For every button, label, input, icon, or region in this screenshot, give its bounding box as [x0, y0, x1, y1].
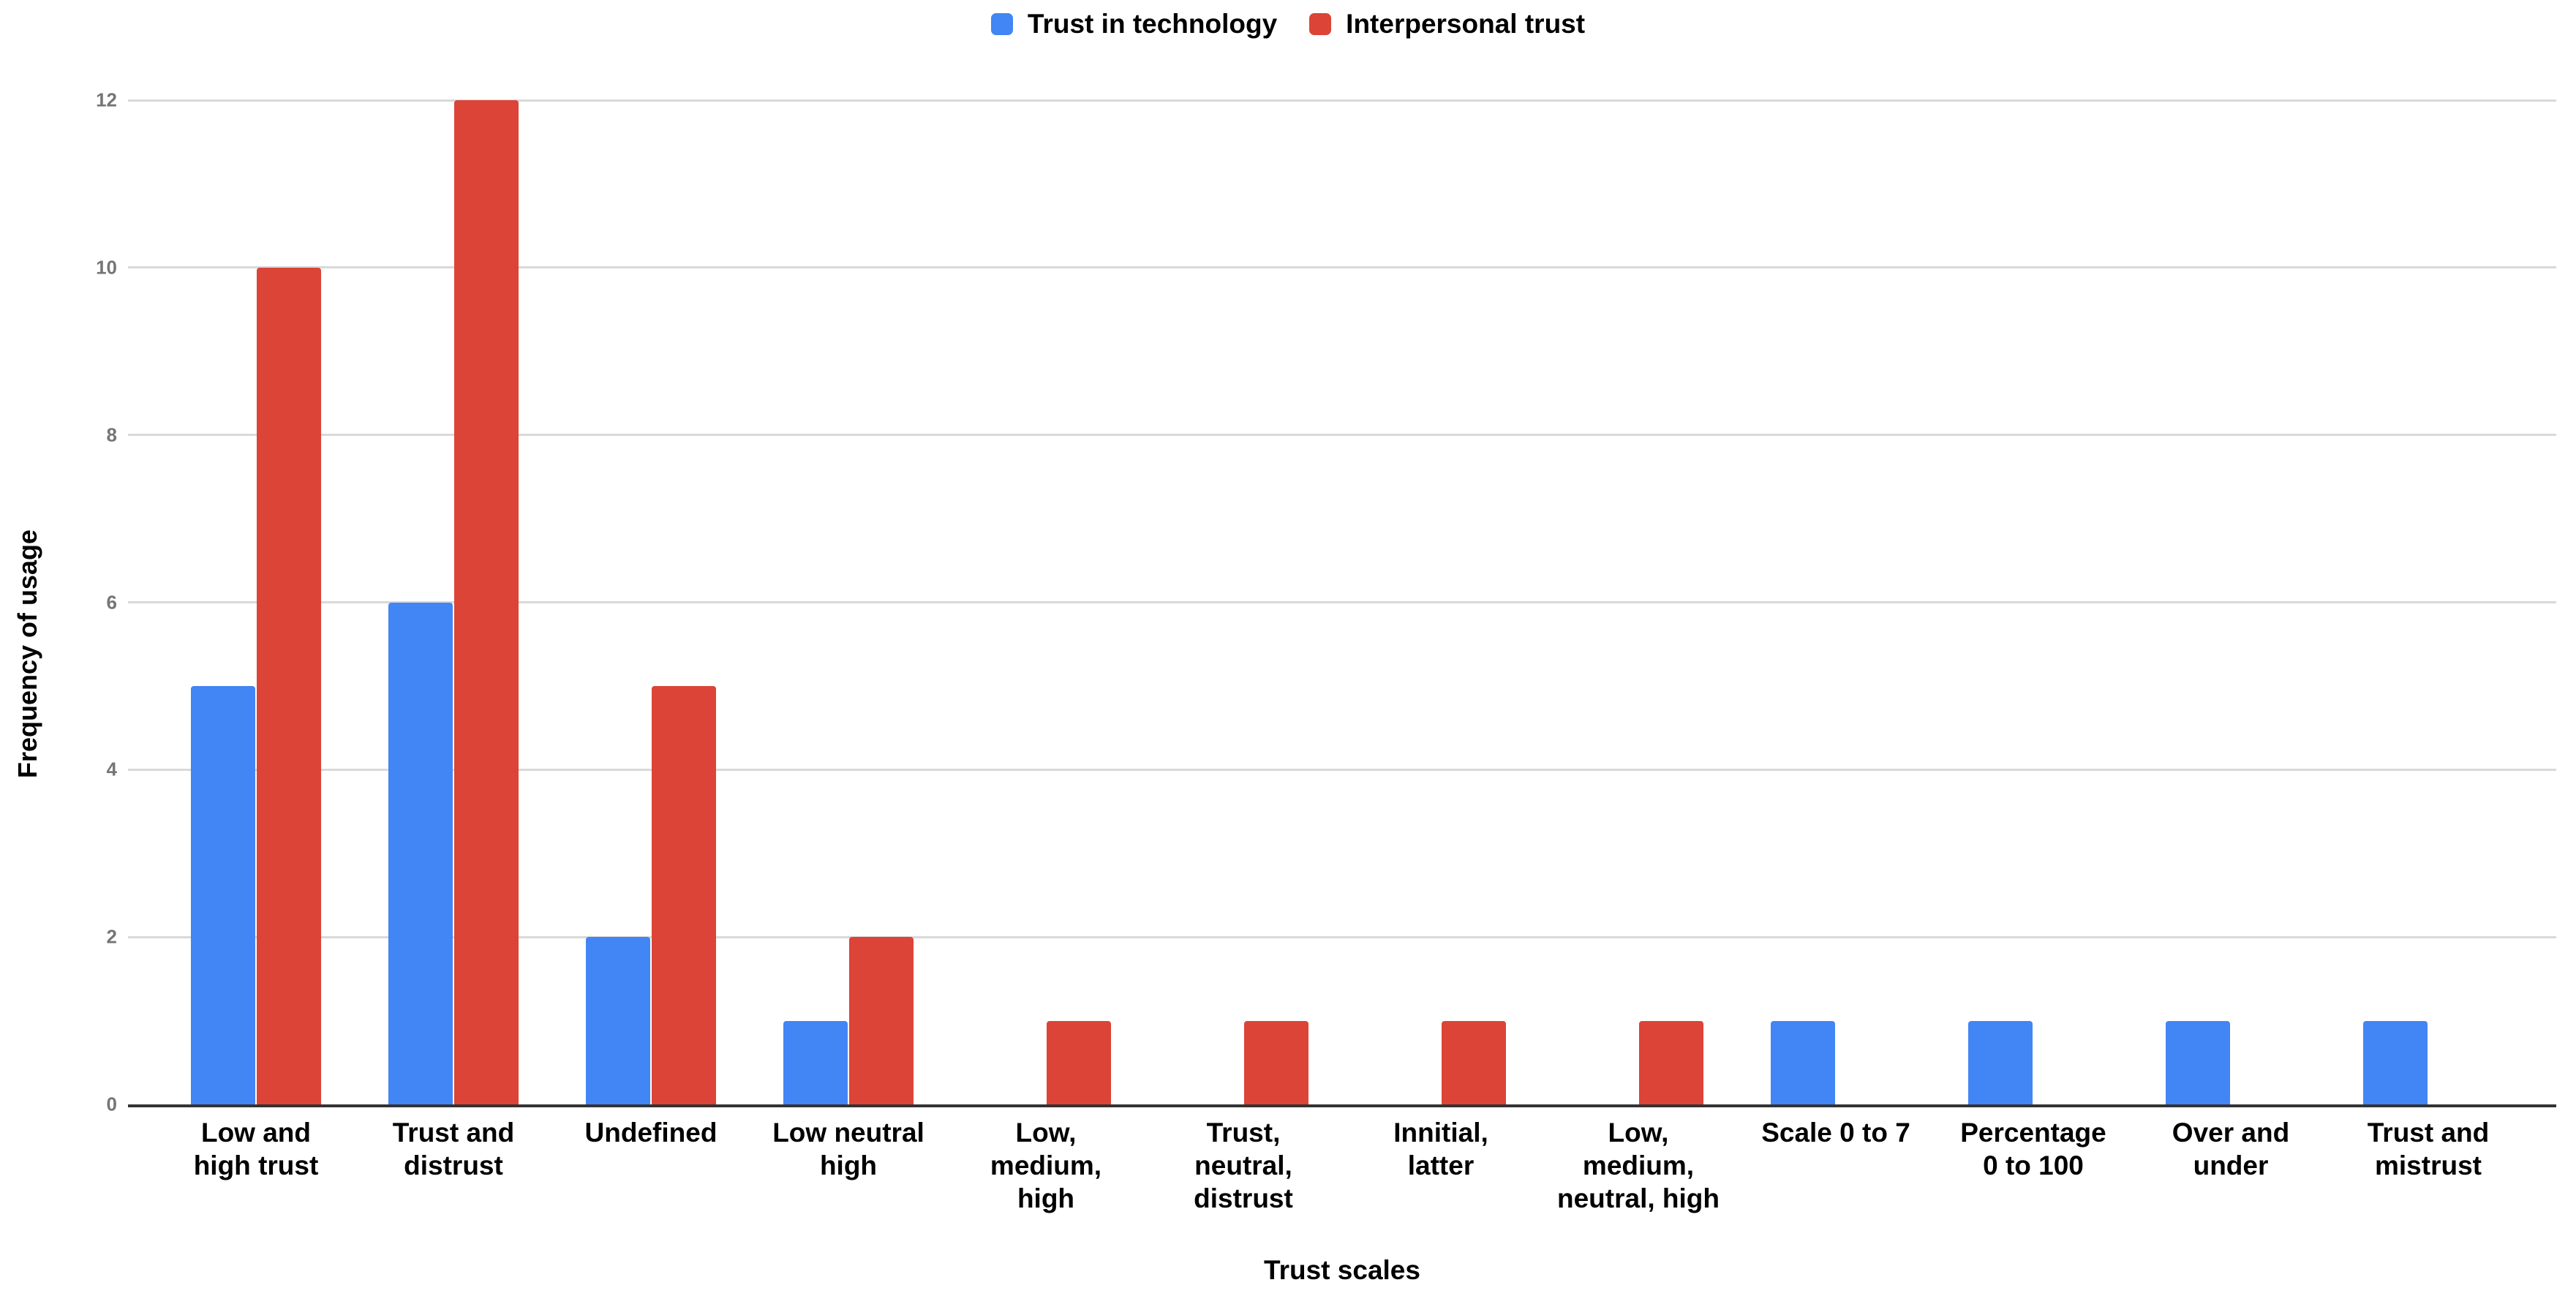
x-category-label: Scale 0 to 7: [1761, 1118, 1910, 1148]
legend-item-trust-in-technology[interactable]: Trust in technology: [990, 9, 1278, 39]
bar[interactable]: [849, 937, 914, 1104]
category-band: [1935, 100, 2132, 1104]
category-band: [1145, 100, 1342, 1104]
gridline: [128, 768, 2556, 771]
legend-swatch-icon: [1309, 13, 1332, 35]
category-band: [947, 100, 1145, 1104]
x-category-label: Innitial, latter: [1393, 1118, 1488, 1180]
y-tick-label: 10: [96, 256, 117, 279]
x-category-label: Low neutral high: [772, 1118, 924, 1180]
gridline: [128, 434, 2556, 437]
bar[interactable]: [652, 685, 716, 1104]
x-category-label: Trust and mistrust: [2367, 1118, 2490, 1180]
bar[interactable]: [1639, 1020, 1703, 1104]
bar[interactable]: [783, 1020, 848, 1104]
plot-area: 0 2 4 6 8 10 12: [96, 89, 2556, 1115]
x-category-label: Low and high trust: [193, 1118, 319, 1180]
bar[interactable]: [1771, 1020, 1835, 1104]
category-band: [157, 100, 355, 1104]
bar[interactable]: [1442, 1020, 1506, 1104]
x-category-label: Low, medium, high: [990, 1118, 1102, 1213]
x-category-label: Trust, neutral, distrust: [1194, 1118, 1293, 1213]
y-tick-label: 4: [106, 758, 117, 780]
x-category-label: Over and under: [2172, 1118, 2290, 1180]
category-band: [1342, 100, 1540, 1104]
bar[interactable]: [1968, 1020, 2033, 1104]
bar[interactable]: [1244, 1020, 1308, 1104]
x-category-label: Undefined: [584, 1118, 718, 1148]
y-tick-label: 0: [106, 1093, 117, 1115]
category-band: [355, 100, 552, 1104]
category-band: [1737, 100, 1935, 1104]
category-band: [1540, 100, 1737, 1104]
category-band: [2132, 100, 2330, 1104]
category-band: [2330, 100, 2527, 1104]
chart-legend: Trust in technology Interpersonal trust: [0, 9, 2576, 39]
x-axis-labels: Low and high trust Trust and distrust Unde…: [157, 1116, 2527, 1215]
bar[interactable]: [454, 100, 519, 1104]
y-tick-label: 8: [106, 423, 117, 446]
legend-label: Trust in technology: [1027, 9, 1278, 39]
bar[interactable]: [388, 602, 453, 1104]
bar[interactable]: [191, 685, 255, 1104]
x-category-label: Trust and distrust: [392, 1118, 515, 1180]
legend-label: Interpersonal trust: [1346, 9, 1586, 39]
x-category-label: Percentage 0 to 100: [1960, 1118, 2106, 1180]
bar[interactable]: [257, 267, 321, 1104]
gridline: [128, 266, 2556, 269]
y-tick-label: 12: [96, 88, 117, 111]
bar[interactable]: [586, 937, 650, 1104]
bar[interactable]: [2166, 1020, 2230, 1104]
legend-swatch-icon: [990, 13, 1013, 35]
gridline: [128, 99, 2556, 102]
bar[interactable]: [2363, 1020, 2428, 1104]
y-axis-title: Frequency of usage: [12, 529, 42, 779]
x-axis-title: Trust scales: [1264, 1255, 1420, 1285]
bars-layer: [157, 100, 2527, 1104]
category-band: [750, 100, 947, 1104]
gridline: [128, 601, 2556, 603]
bar[interactable]: [1047, 1020, 1111, 1104]
y-tick-label: 6: [106, 591, 117, 613]
y-tick-label: 2: [106, 925, 117, 948]
legend-item-interpersonal-trust[interactable]: Interpersonal trust: [1309, 9, 1585, 39]
gridline: [128, 935, 2556, 938]
category-band: [552, 100, 750, 1104]
x-category-label: Low, medium, neutral, high: [1557, 1118, 1720, 1213]
